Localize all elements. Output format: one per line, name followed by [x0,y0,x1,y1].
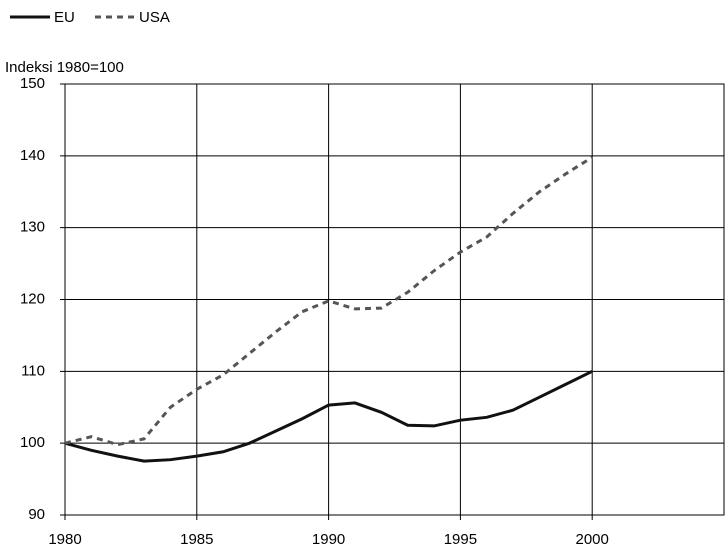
x-tick-label: 1980 [48,531,81,548]
y-tick-label: 140 [20,147,45,164]
y-tick-label: 150 [20,75,45,92]
line-series [64,369,593,463]
y-axis-label: Indeksi 1980=100 [5,59,124,76]
x-tick-label: 1990 [312,531,345,548]
y-tick-label: 110 [21,362,45,379]
y-tick-label: 100 [20,434,45,451]
x-tick-label: 1995 [444,531,477,548]
legend-label: EU [54,9,75,26]
legend-label: USA [139,9,170,26]
y-tick-label: 120 [20,290,45,307]
x-tick-label: 1985 [180,531,213,548]
y-tick-label: 90 [28,506,45,523]
y-tick-label: 130 [20,219,45,236]
line-series [64,155,593,447]
x-tick-label: 2000 [576,531,609,548]
